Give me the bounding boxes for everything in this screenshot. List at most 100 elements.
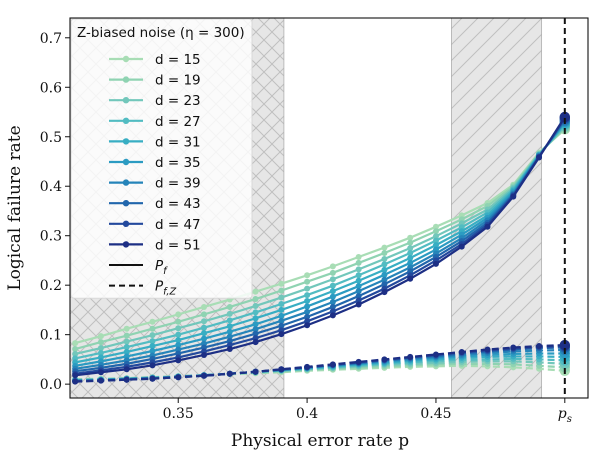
series-1-point-4 — [149, 318, 156, 325]
series-3-point-7 — [226, 310, 233, 317]
series-20-point-13 — [381, 356, 388, 363]
series-6-point-12 — [355, 283, 362, 290]
series-3-point-6 — [201, 318, 208, 325]
series-5-point-12 — [355, 277, 362, 284]
series-2-point-4 — [149, 325, 156, 332]
series-7-point-7 — [226, 333, 233, 340]
series-6-point-10 — [304, 303, 311, 310]
legend-marker-2 — [122, 76, 130, 83]
series-7-point-11 — [329, 299, 336, 306]
y-tick-label-5: 0.4 — [40, 179, 62, 195]
series-8-point-9 — [278, 322, 285, 329]
series-4-point-2 — [97, 349, 104, 356]
series-2-point-2 — [97, 339, 104, 346]
legend-label-7: d = 39 — [155, 176, 201, 192]
legend-box — [70, 18, 253, 299]
series-4-point-13 — [381, 261, 388, 268]
series-2-point-15 — [432, 228, 439, 235]
series-6-point-13 — [381, 271, 388, 278]
series-5-point-14 — [407, 254, 414, 261]
series-1-point-12 — [355, 253, 362, 260]
series-6-point-4 — [149, 347, 156, 354]
y-tick-label-4: 0.3 — [40, 229, 62, 245]
series-1-point-2 — [97, 333, 104, 340]
series-6-point-7 — [226, 328, 233, 335]
series-10-point-3 — [123, 366, 130, 373]
series-10-point-9 — [278, 331, 285, 338]
series-10-point-6 — [201, 351, 208, 358]
series-4-point-15 — [432, 237, 439, 244]
legend-marker-1 — [122, 55, 130, 63]
series-line-9 — [75, 117, 566, 375]
series-line-10 — [75, 116, 566, 377]
series-5-point-4 — [149, 343, 156, 350]
legend-marker-3 — [122, 97, 130, 104]
series-4-point-14 — [407, 250, 414, 257]
series-8-point-8 — [252, 330, 259, 337]
series-4-point-7 — [226, 317, 233, 324]
series-line-4 — [74, 124, 566, 360]
series-line-7 — [74, 120, 566, 370]
series-5-point-8 — [252, 315, 259, 322]
series-20-point-6 — [201, 372, 208, 379]
series-2-point-13 — [381, 250, 388, 257]
x-tick-label-4: ps — [558, 406, 572, 425]
legend-label-4: d = 27 — [155, 114, 201, 130]
series-2-point-1 — [72, 346, 79, 353]
series-10-point-16 — [458, 243, 465, 250]
y-tick-label-7: 0.6 — [40, 80, 62, 96]
series-8-point-12 — [355, 293, 362, 300]
series-line-20 — [75, 343, 565, 383]
series-4-point-6 — [201, 324, 208, 331]
legend-marker-8 — [122, 200, 130, 207]
series-3-point-14 — [407, 245, 414, 252]
series-2-point-5 — [175, 318, 182, 325]
legend-label-5: d = 31 — [155, 134, 201, 150]
series-20-point-19 — [536, 343, 543, 350]
x-axis-label: Physical error rate p — [231, 431, 409, 451]
series-line-3 — [74, 125, 566, 356]
series-3-point-12 — [355, 266, 362, 273]
series-20-point-20 — [559, 339, 571, 351]
series-2-point-11 — [329, 269, 336, 276]
series-4-point-12 — [355, 272, 362, 279]
series-20-point-5 — [175, 374, 182, 381]
series-4-point-9 — [278, 300, 285, 307]
series-1-point-10 — [304, 272, 311, 279]
series-1-point-1 — [72, 340, 79, 347]
series-2-point-10 — [304, 278, 311, 285]
series-10-point-11 — [329, 312, 336, 319]
series-line-5 — [74, 122, 566, 364]
series-5-point-7 — [226, 323, 233, 330]
series-1-point-6 — [201, 303, 208, 310]
series-10-point-13 — [381, 289, 388, 296]
y-tick-label-2: 0.1 — [40, 328, 62, 344]
series-20-point-8 — [252, 368, 259, 375]
series-7-point-13 — [381, 276, 388, 283]
series-6-point-14 — [407, 259, 414, 266]
series-2-point-14 — [407, 239, 414, 246]
legend-label-8: d = 43 — [155, 196, 201, 212]
series-3-point-11 — [329, 276, 336, 283]
series-2-point-6 — [201, 311, 208, 318]
series-1-point-13 — [381, 244, 388, 251]
legend-marker-9 — [122, 220, 130, 227]
series-20 — [72, 339, 571, 385]
series-2-point-9 — [278, 287, 285, 294]
series-20-point-7 — [226, 370, 233, 377]
series-4-point-5 — [175, 331, 182, 338]
series-3-point-15 — [432, 233, 439, 240]
legend-style-label-1: Pf — [155, 258, 168, 277]
series-5-point-10 — [304, 298, 311, 305]
series-10-point-17 — [484, 223, 491, 230]
series-3-point-1 — [72, 350, 79, 357]
series-line-8 — [75, 118, 566, 373]
series-20-point-11 — [329, 361, 336, 368]
legend-marker-6 — [122, 158, 130, 166]
legend-label-10: d = 51 — [155, 237, 201, 253]
legend: Z-biased noise (η = 300) d = 15 d = 19 d = … — [70, 18, 253, 299]
series-2-point-12 — [355, 259, 362, 266]
y-tick-label-6: 0.5 — [40, 130, 62, 146]
series-6-point-6 — [201, 335, 208, 342]
series-7-point-10 — [304, 308, 311, 315]
